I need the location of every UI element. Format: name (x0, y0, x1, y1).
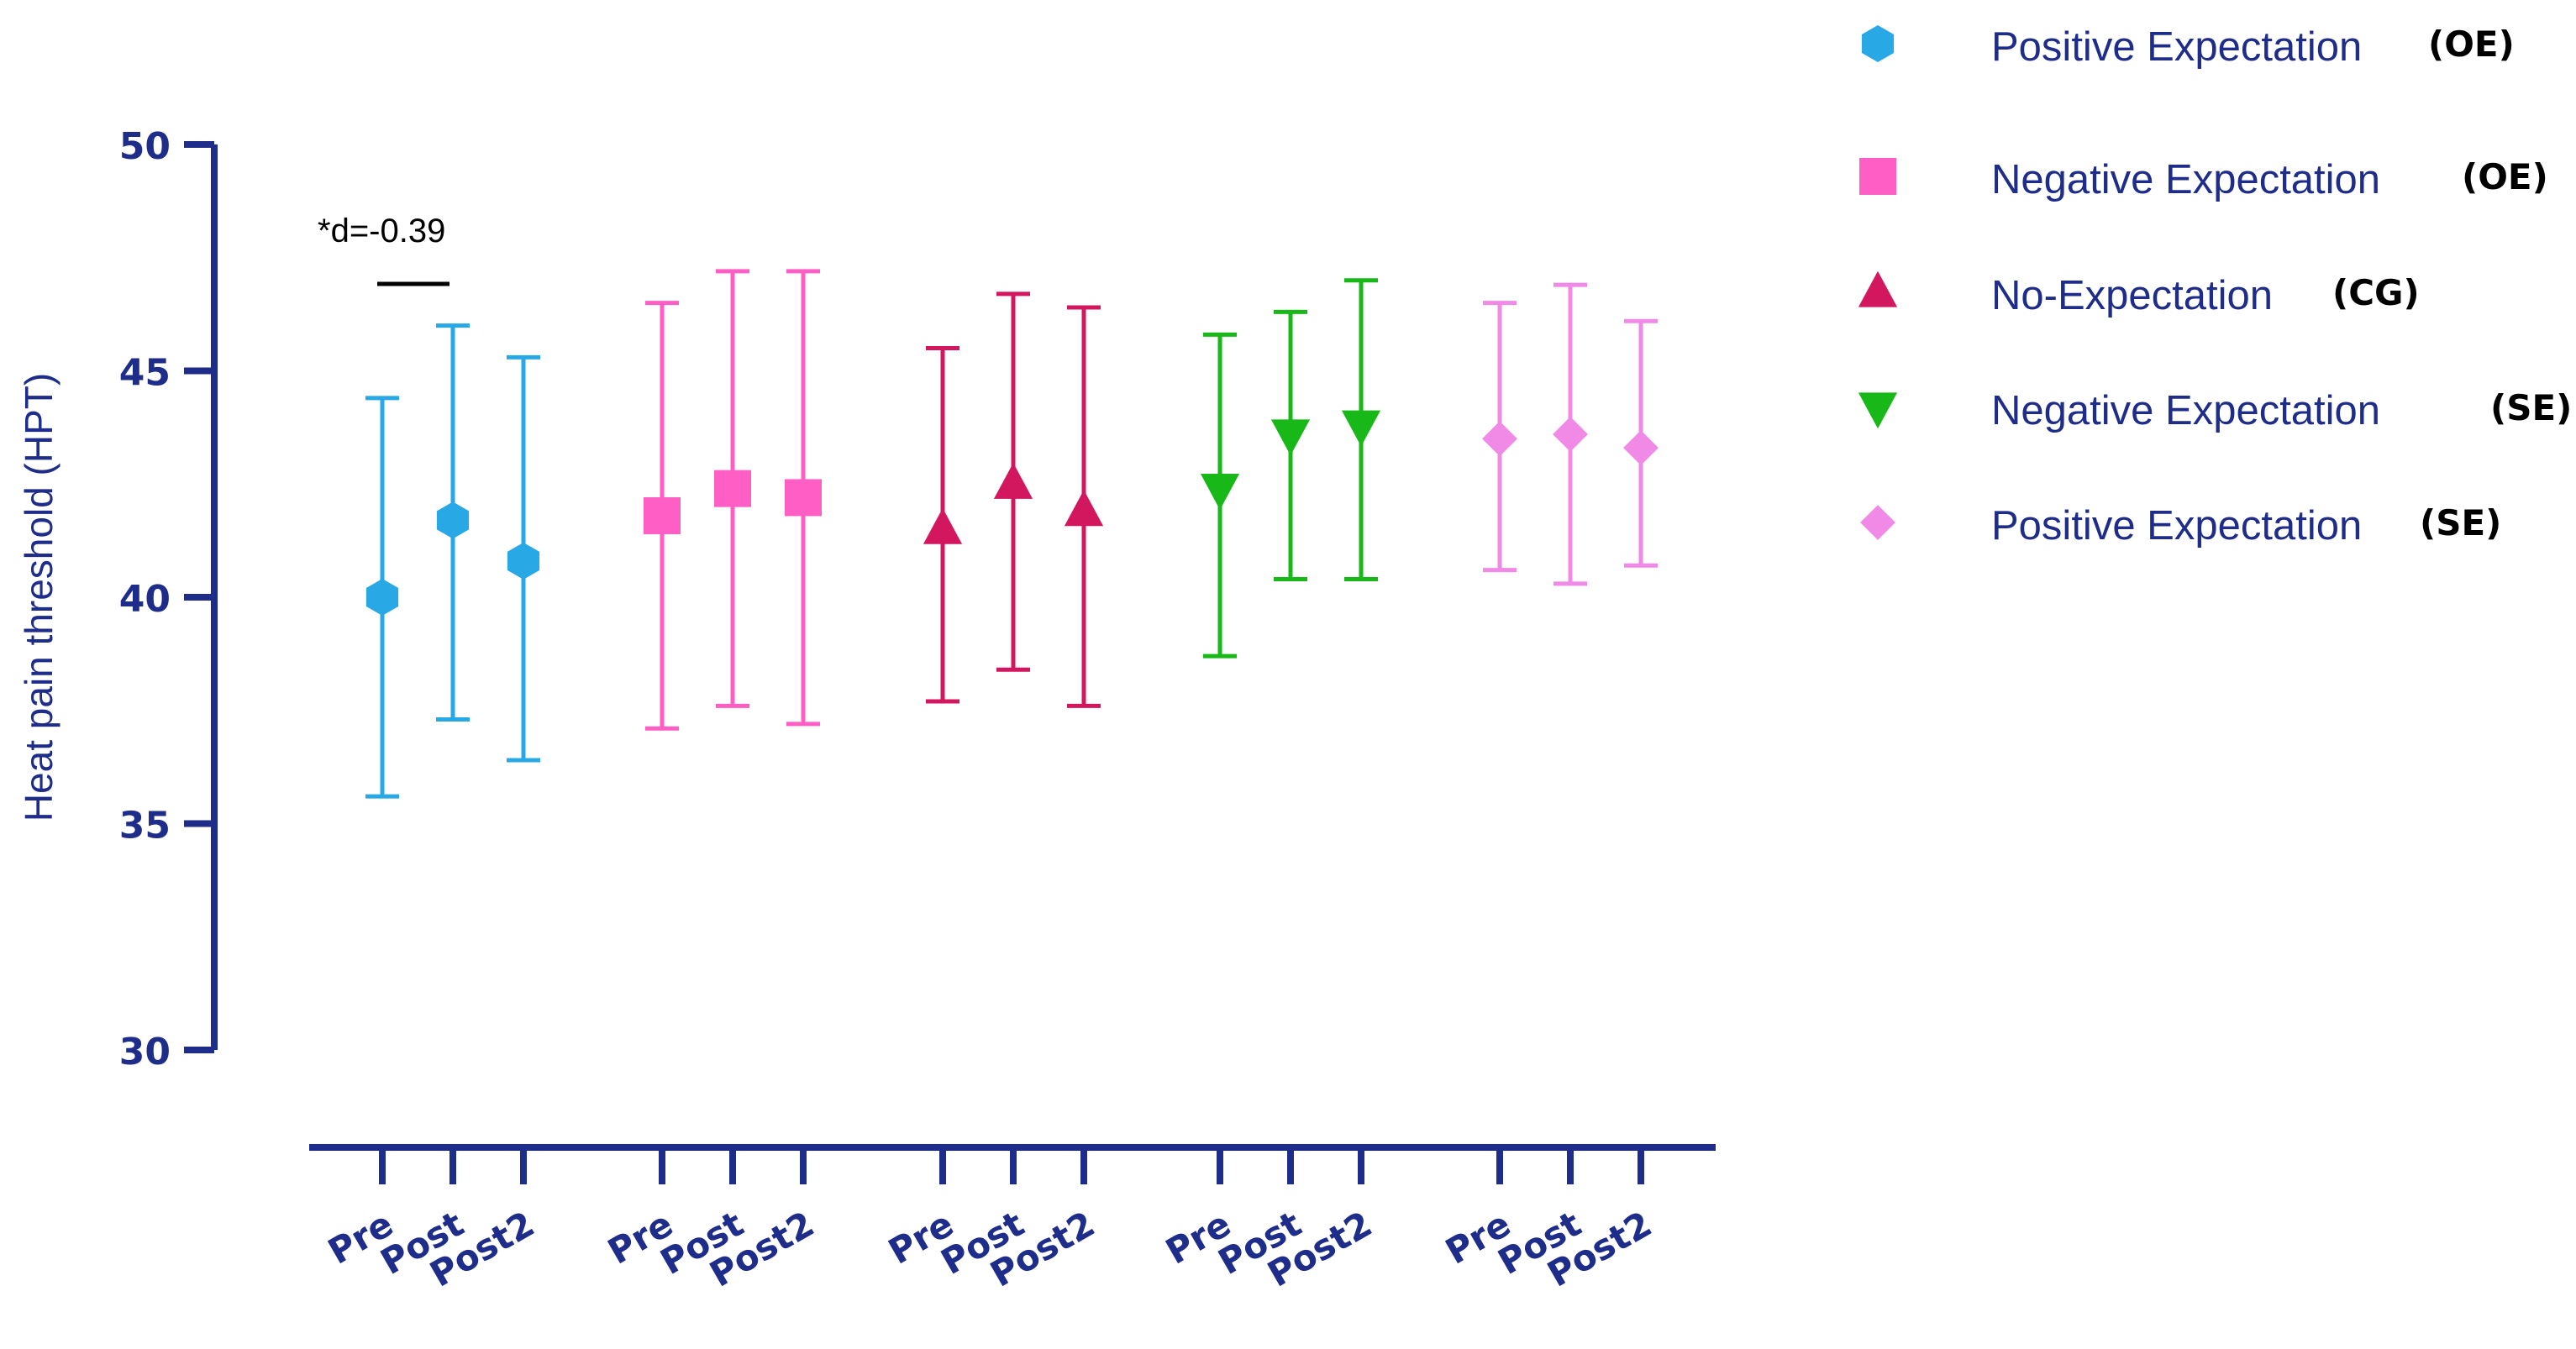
mean-point (923, 507, 963, 544)
mean-point (1200, 474, 1240, 510)
series-group (1482, 282, 1659, 586)
annotation-layer: *d=-0.39 (318, 213, 449, 286)
legend-label: Positive Expectation (1991, 503, 2363, 549)
legend-group-tag: (OE) (2462, 156, 2548, 197)
y-tick-label: 45 (119, 352, 171, 395)
legend-item: Positive Expectation (SE) (1848, 497, 2576, 549)
mean-point (365, 579, 399, 616)
legend-marker-shape (1861, 25, 1895, 62)
y-tick-label: 30 (119, 1031, 171, 1073)
mean-point (507, 542, 540, 580)
legend-label: Positive Expectation (1991, 24, 2363, 70)
legend-group-tag: (SE) (2490, 387, 2573, 428)
legend-item: Negative Expectation (OE) (1848, 151, 2576, 202)
series-group (365, 323, 540, 799)
mean-point (785, 479, 822, 517)
legend-marker-icon (1861, 25, 1895, 62)
mean-point (1623, 430, 1659, 466)
legend-marker-icon (1858, 270, 1898, 307)
series-group (644, 269, 822, 731)
legend-label: Negative Expectation (1991, 388, 2381, 433)
mean-point (993, 462, 1033, 499)
legend-group-tag: (OE) (2428, 24, 2515, 65)
series-group (923, 291, 1104, 708)
legend-group-tag: (SE) (2420, 502, 2502, 543)
y-tick-label: 40 (119, 578, 171, 621)
legend-marker-icon (1859, 158, 1896, 195)
series-layer (365, 269, 1659, 799)
mean-point (1482, 421, 1517, 457)
y-axis-label: Heat pain threshold (HPT) (17, 373, 60, 821)
legend-marker-shape (1858, 270, 1898, 307)
legend-item: Positive Expectation (OE) (1848, 18, 2576, 70)
legend-marker-icon (1860, 505, 1895, 540)
mean-point (1064, 490, 1104, 527)
series-group (1200, 278, 1381, 659)
mean-point (1341, 410, 1381, 447)
mean-point (714, 470, 751, 507)
legend-marker-shape (1859, 158, 1896, 195)
y-tick-label: 35 (119, 805, 171, 848)
legend: Positive Expectation (OE) Negative Expecta… (1848, 0, 2576, 588)
mean-point (436, 501, 470, 539)
mean-point (644, 496, 681, 534)
mean-point (1553, 417, 1588, 452)
legend-item: Negative Expectation (SE) (1848, 382, 2576, 433)
legend-marker-icon (1858, 392, 1898, 429)
mean-point (1270, 419, 1311, 456)
legend-label: No-Expectation (1991, 273, 2274, 318)
legend-marker-shape (1860, 505, 1895, 540)
legend-group-tag: (CG) (2332, 272, 2420, 313)
y-tick-label: 50 (119, 125, 171, 168)
significance-label: *d=-0.39 (318, 213, 445, 249)
legend-marker-shape (1858, 392, 1898, 429)
legend-item: No-Expectation (CG) (1848, 267, 2576, 318)
legend-label: Negative Expectation (1991, 157, 2381, 202)
